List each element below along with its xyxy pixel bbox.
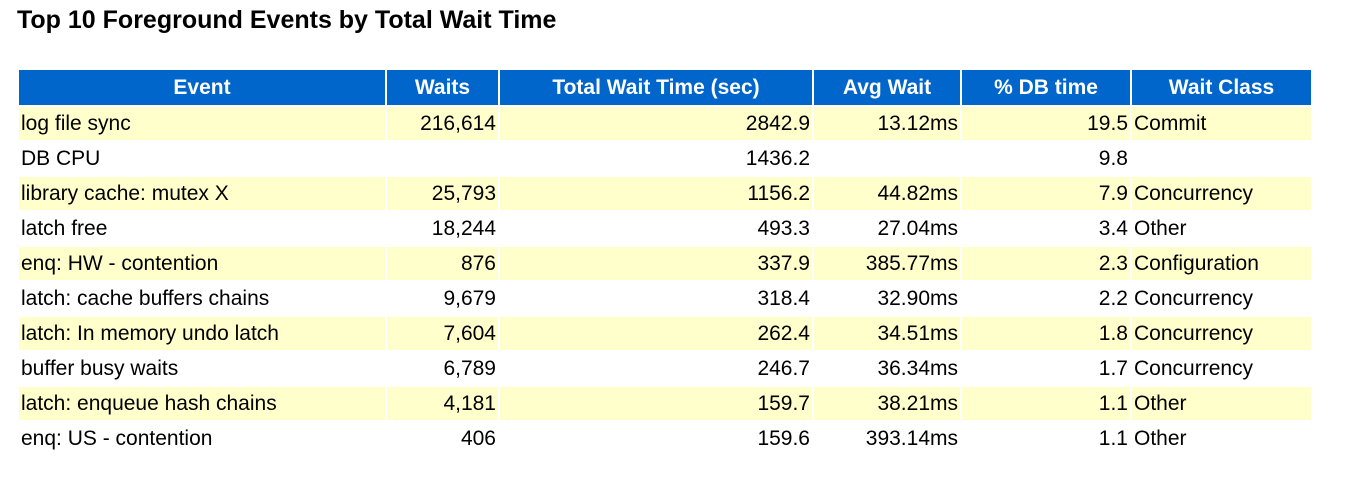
cell-waits: 18,244 [387, 212, 498, 245]
cell-waits: 25,793 [387, 177, 498, 210]
cell-pct-db-time: 1.1 [962, 387, 1130, 420]
cell-pct-db-time: 2.3 [962, 247, 1130, 280]
cell-avg-wait: 36.34ms [814, 352, 960, 385]
foreground-events-table: Event Waits Total Wait Time (sec) Avg Wa… [17, 68, 1313, 457]
cell-wait-class: Concurrency [1132, 317, 1311, 350]
cell-wait-class: Concurrency [1132, 352, 1311, 385]
cell-event: enq: HW - contention [19, 247, 385, 280]
cell-total-wait-time: 1436.2 [500, 142, 812, 175]
cell-total-wait-time: 246.7 [500, 352, 812, 385]
cell-avg-wait: 32.90ms [814, 282, 960, 315]
cell-avg-wait: 13.12ms [814, 107, 960, 140]
cell-event: DB CPU [19, 142, 385, 175]
cell-wait-class: Concurrency [1132, 282, 1311, 315]
cell-wait-class [1132, 142, 1311, 175]
cell-avg-wait: 27.04ms [814, 212, 960, 245]
cell-pct-db-time: 7.9 [962, 177, 1130, 210]
cell-wait-class: Configuration [1132, 247, 1311, 280]
cell-wait-class: Concurrency [1132, 177, 1311, 210]
cell-pct-db-time: 9.8 [962, 142, 1130, 175]
cell-wait-class: Other [1132, 212, 1311, 245]
column-header-total-wait-time: Total Wait Time (sec) [500, 70, 812, 105]
cell-waits: 4,181 [387, 387, 498, 420]
table-row: enq: US - contention 406 159.6 393.14ms 1.1 O… [19, 422, 1311, 455]
cell-total-wait-time: 337.9 [500, 247, 812, 280]
table-row: latch: enqueue hash chains 4,181 159.7 38.2… [19, 387, 1311, 420]
cell-total-wait-time: 262.4 [500, 317, 812, 350]
cell-wait-class: Commit [1132, 107, 1311, 140]
cell-event: log file sync [19, 107, 385, 140]
table-body: log file sync 216,614 2842.9 13.12ms 19.5 Com… [19, 107, 1311, 455]
table-row: latch: In memory undo latch 7,604 262.4 34.… [19, 317, 1311, 350]
cell-pct-db-time: 1.7 [962, 352, 1130, 385]
cell-wait-class: Other [1132, 387, 1311, 420]
cell-pct-db-time: 19.5 [962, 107, 1130, 140]
cell-event: latch: enqueue hash chains [19, 387, 385, 420]
cell-avg-wait: 38.21ms [814, 387, 960, 420]
cell-waits: 216,614 [387, 107, 498, 140]
column-header-pct-db-time: % DB time [962, 70, 1130, 105]
cell-waits: 876 [387, 247, 498, 280]
cell-avg-wait: 393.14ms [814, 422, 960, 455]
cell-total-wait-time: 2842.9 [500, 107, 812, 140]
cell-avg-wait: 44.82ms [814, 177, 960, 210]
cell-total-wait-time: 318.4 [500, 282, 812, 315]
cell-avg-wait: 385.77ms [814, 247, 960, 280]
cell-avg-wait [814, 142, 960, 175]
table-header-row: Event Waits Total Wait Time (sec) Avg Wa… [19, 70, 1311, 105]
table-row: latch free 18,244 493.3 27.04ms 3.4 Other [19, 212, 1311, 245]
column-header-waits: Waits [387, 70, 498, 105]
cell-pct-db-time: 2.2 [962, 282, 1130, 315]
cell-event: enq: US - contention [19, 422, 385, 455]
cell-total-wait-time: 493.3 [500, 212, 812, 245]
table-row: buffer busy waits 6,789 246.7 36.34ms 1.7 Con… [19, 352, 1311, 385]
cell-event: buffer busy waits [19, 352, 385, 385]
cell-total-wait-time: 159.7 [500, 387, 812, 420]
cell-event: latch: cache buffers chains [19, 282, 385, 315]
cell-event: latch: In memory undo latch [19, 317, 385, 350]
report-title: Top 10 Foreground Events by Total Wait T… [17, 6, 557, 34]
cell-waits: 7,604 [387, 317, 498, 350]
column-header-event: Event [19, 70, 385, 105]
cell-pct-db-time: 3.4 [962, 212, 1130, 245]
column-header-wait-class: Wait Class [1132, 70, 1311, 105]
cell-event: latch free [19, 212, 385, 245]
column-header-avg-wait: Avg Wait [814, 70, 960, 105]
table-row: library cache: mutex X 25,793 1156.2 44.82m… [19, 177, 1311, 210]
table-row: DB CPU 1436.2 9.8 [19, 142, 1311, 175]
cell-total-wait-time: 1156.2 [500, 177, 812, 210]
cell-waits: 9,679 [387, 282, 498, 315]
cell-waits [387, 142, 498, 175]
table-row: enq: HW - contention 876 337.9 385.77ms 2.3 C… [19, 247, 1311, 280]
table-row: log file sync 216,614 2842.9 13.12ms 19.5 Com… [19, 107, 1311, 140]
cell-pct-db-time: 1.1 [962, 422, 1130, 455]
cell-waits: 406 [387, 422, 498, 455]
cell-pct-db-time: 1.8 [962, 317, 1130, 350]
cell-wait-class: Other [1132, 422, 1311, 455]
table-row: latch: cache buffers chains 9,679 318.4 32.… [19, 282, 1311, 315]
cell-event: library cache: mutex X [19, 177, 385, 210]
cell-avg-wait: 34.51ms [814, 317, 960, 350]
cell-total-wait-time: 159.6 [500, 422, 812, 455]
cell-waits: 6,789 [387, 352, 498, 385]
